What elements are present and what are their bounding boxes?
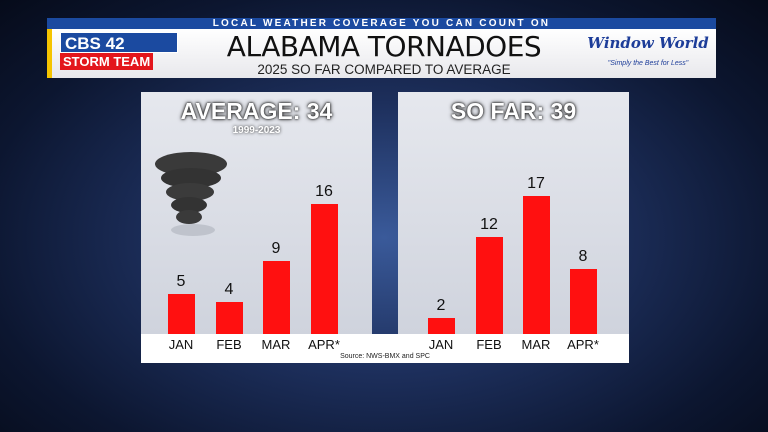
bar — [215, 301, 243, 334]
so-far-title: SO FAR: 39 — [450, 98, 577, 124]
bar — [522, 196, 550, 334]
page-subtitle: 2025 SO FAR COMPARED TO AVERAGE — [257, 62, 511, 77]
page-title: ALABAMA TORNADOES — [226, 30, 542, 63]
cbs42-storm-team-logo: CBS 42 STORM TEAM — [60, 32, 178, 70]
station-logo: CBS 42 — [60, 32, 178, 53]
data-label: 12 — [480, 215, 498, 233]
category-label: APR* — [308, 337, 340, 352]
source-note: Source: NWS-BMX and SPC — [340, 353, 430, 360]
data-label: 16 — [315, 183, 333, 201]
data-label: 9 — [271, 240, 281, 258]
average-title: AVERAGE: 34 — [180, 98, 333, 124]
data-label: 8 — [578, 248, 588, 266]
bar — [262, 261, 290, 334]
data-label: 5 — [176, 272, 186, 290]
average-period: 1999-2023 — [232, 125, 281, 136]
category-label: MAR — [261, 337, 291, 352]
category-label: FEB — [216, 337, 242, 352]
header-banner: CBS 42 STORM TEAM ALABAMA TORNADOES 2025… — [47, 29, 716, 78]
bar — [475, 236, 503, 334]
category-label: MAR — [521, 337, 551, 352]
bar — [427, 317, 455, 334]
bar — [167, 293, 195, 334]
window-world-logo: Window World "Simply the Best for Less" — [587, 34, 709, 68]
axis-strip — [141, 334, 629, 363]
data-label: 2 — [436, 296, 446, 314]
data-label: 4 — [224, 280, 234, 298]
category-label: FEB — [476, 337, 502, 352]
so-far-panel: SO FAR: 39 — [398, 92, 629, 334]
tagline-banner: LOCAL WEATHER COVERAGE YOU CAN COUNT ON — [47, 18, 716, 29]
bar — [569, 269, 597, 334]
tornado-icon — [155, 152, 227, 236]
bar — [310, 204, 338, 334]
category-label: JAN — [168, 337, 194, 352]
storm-team-logo: STORM TEAM — [60, 53, 154, 70]
data-label: 17 — [527, 175, 545, 193]
category-label: JAN — [428, 337, 454, 352]
category-label: APR* — [567, 337, 599, 352]
